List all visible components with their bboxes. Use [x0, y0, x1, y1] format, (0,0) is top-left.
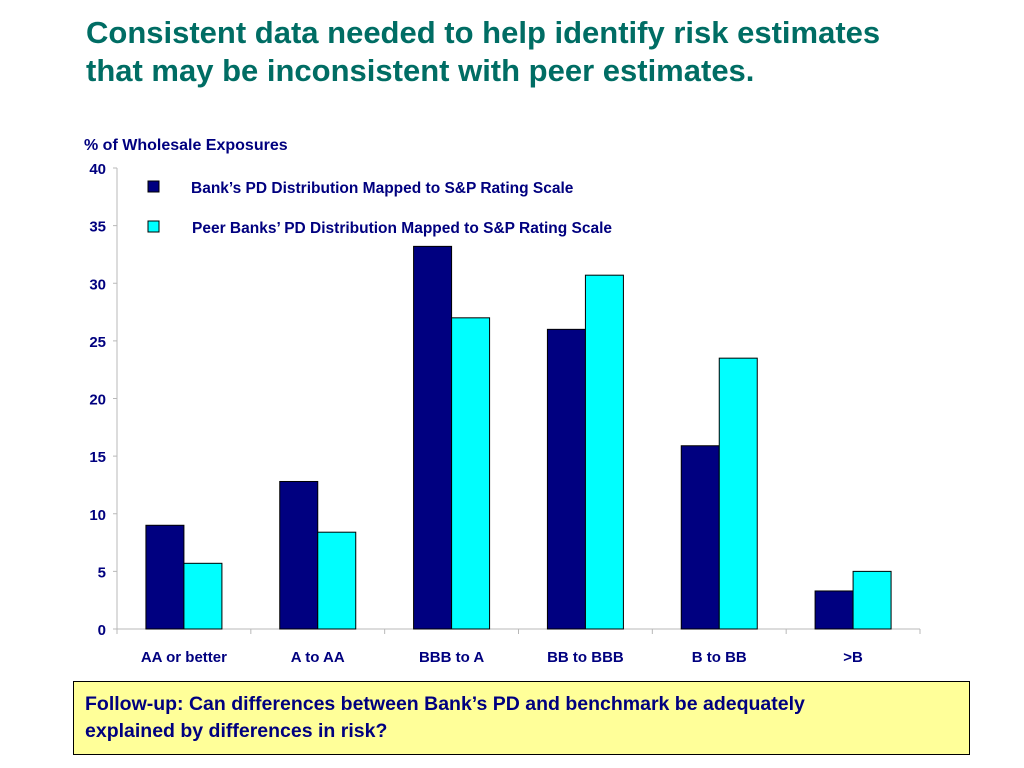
tick-labels: 0 5 10 15 20 25 30 35 40 AA or better A to AA BBB t… — [89, 161, 863, 666]
slide-title-line-1: Consistent data needed to help identify … — [86, 15, 881, 50]
y-tick-label: 5 — [98, 564, 106, 581]
y-tick-label: 20 — [89, 392, 106, 409]
bars — [145, 245, 892, 630]
bar-series-2-1 — [317, 531, 357, 630]
bar-series-1-5 — [814, 590, 854, 630]
x-tick-label: BBB to A — [419, 649, 484, 666]
y-tick-label: 25 — [89, 334, 106, 351]
bar-series-2-0 — [183, 562, 223, 630]
legend-label-2: Peer Banks’ PD Distribution Mapped to S&… — [192, 220, 612, 237]
bar-series-2-3 — [584, 274, 624, 630]
followup-box: Follow-up: Can differences between Bank’… — [73, 681, 970, 755]
followup-line-1: Follow-up: Can differences between Bank’… — [85, 693, 805, 715]
x-tick-label: >B — [843, 649, 863, 666]
y-axis-title: % of Wholesale Exposures — [84, 137, 288, 154]
y-axis-title-group: % of Wholesale Exposures — [84, 137, 288, 154]
bar-series-1-1 — [279, 480, 319, 630]
y-tick-label: 10 — [89, 507, 106, 524]
bar-series-2-4 — [718, 357, 758, 630]
y-tick-label: 0 — [98, 622, 106, 639]
axes — [113, 167, 921, 634]
legend-swatch-2 — [147, 220, 160, 233]
x-tick-label: BB to BBB — [547, 649, 624, 666]
bar-series-2-2 — [451, 317, 491, 630]
slide-title-line-2: that may be inconsistent with peer estim… — [86, 53, 755, 88]
x-tick-label: AA or better — [141, 649, 227, 666]
bar-series-1-2 — [413, 245, 453, 630]
legend-label-1: Bank’s PD Distribution Mapped to S&P Rat… — [191, 180, 574, 197]
bar-chart: % of Wholesale Exposures Bank’s PD Distr… — [84, 137, 921, 666]
y-tick-label: 15 — [89, 449, 106, 466]
bar-series-1-3 — [546, 328, 586, 630]
slide-title: Consistent data needed to help identify … — [86, 14, 986, 90]
y-tick-label: 35 — [89, 219, 106, 236]
y-tick-label: 40 — [89, 161, 106, 178]
legend-swatch-1 — [147, 180, 160, 193]
y-tick-label: 30 — [89, 276, 106, 293]
bar-series-1-4 — [680, 445, 720, 630]
bar-series-1-0 — [145, 524, 185, 630]
legend: Bank’s PD Distribution Mapped to S&P Rat… — [147, 180, 612, 237]
followup-line-2: explained by differences in risk? — [85, 720, 388, 742]
x-tick-label: B to BB — [692, 649, 747, 666]
x-tick-label: A to AA — [291, 649, 345, 666]
bar-series-2-5 — [852, 570, 892, 630]
